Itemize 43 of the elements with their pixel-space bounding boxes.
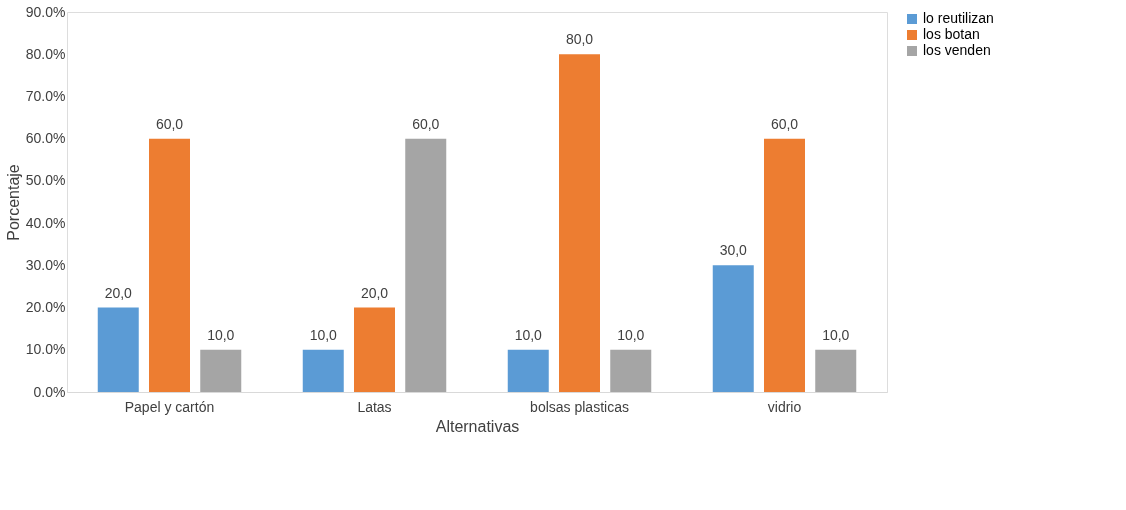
bar (764, 138, 805, 392)
bar (815, 349, 857, 392)
data-label: 10,0 (309, 326, 338, 343)
x-tick-label: vidrio (767, 398, 802, 415)
bar (559, 54, 600, 392)
bar (354, 307, 395, 392)
y-tick-label: 70.0% (25, 87, 66, 104)
bar (712, 265, 754, 392)
data-label: 60,0 (770, 115, 799, 132)
bar (507, 349, 549, 392)
bar (200, 349, 242, 392)
bar (97, 307, 139, 392)
bar (302, 349, 344, 392)
legend-label: lo reutilizan (923, 10, 994, 26)
data-label: 20,0 (104, 284, 133, 301)
data-label: 60,0 (412, 115, 440, 132)
y-tick-label: 0.0% (33, 383, 66, 400)
data-label: 30,0 (719, 242, 748, 259)
x-axis-title: Alternativas (435, 417, 520, 435)
bar (149, 138, 190, 392)
y-tick-label: 50.0% (25, 172, 66, 189)
y-tick-label: 90.0% (25, 3, 66, 20)
data-label: 10,0 (514, 326, 543, 343)
x-tick-label: Latas (357, 398, 392, 415)
bar (610, 349, 652, 392)
y-axis-title: Porcentaje (4, 164, 22, 241)
data-label: 10,0 (207, 326, 235, 343)
y-tick-label: 40.0% (25, 214, 66, 231)
data-label: 10,0 (822, 326, 850, 343)
x-tick-label: Papel y cartón (124, 398, 215, 415)
y-tick-label: 80.0% (25, 45, 66, 62)
legend-label: los venden (923, 42, 991, 58)
data-label: 80,0 (565, 31, 594, 48)
y-tick-label: 20.0% (25, 299, 66, 316)
y-tick-label: 10.0% (25, 341, 66, 358)
y-tick-label: 30.0% (25, 256, 66, 273)
data-label: 20,0 (360, 284, 389, 301)
legend-label: los botan (923, 26, 980, 42)
data-label: 60,0 (155, 115, 184, 132)
y-tick-label: 60.0% (25, 130, 66, 147)
data-label: 10,0 (617, 326, 645, 343)
bar (405, 138, 447, 392)
x-tick-label: bolsas plasticas (530, 398, 629, 415)
